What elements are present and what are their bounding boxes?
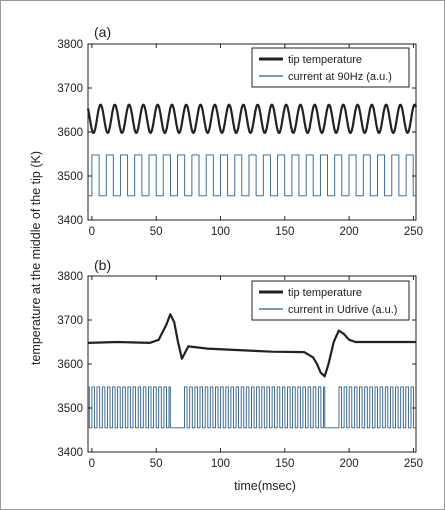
y-tick-label: 3700 [57,315,83,327]
x-tick-label: 0 [89,226,95,238]
x-tick-label: 200 [340,458,359,470]
panel-a-legend-label-temperature: tip temperature [288,54,362,66]
y-tick-label: 3500 [57,403,83,415]
panel-b-legend-label-current: current in Udrive (a.u.) [288,304,397,316]
shared-y-axis-label: temperature at the middle of the tip (K) [29,151,43,365]
panel-a-label: (a) [94,24,111,40]
y-tick-label: 3600 [57,127,83,139]
panel-a-marks [86,103,418,197]
y-tick-label: 3500 [57,171,83,183]
panel-b-legend-label-temperature: tip temperature [288,287,362,299]
panel-b-label: (b) [94,257,111,273]
panel-b-marks [87,313,416,429]
x-tick-label: 150 [275,226,294,238]
panel-b-legend: tip temperature current in Udrive (a.u.) [251,280,410,321]
panel-a-legend-box [251,47,410,88]
panel-b: (b) 0 50 100 150 200 25034003500360037003800 … [57,257,423,470]
panel-a-legend-label-current: current at 90Hz (a.u.) [288,71,392,83]
x-tick-label: 150 [275,458,294,470]
series-line-temperature [87,313,416,378]
x-tick-label: 0 [89,458,95,470]
y-tick-label: 3600 [57,359,83,371]
y-tick-label: 3400 [57,447,83,459]
x-tick-label: 100 [211,226,230,238]
panel-b-ticks: 0 50 100 150 200 250 3400 3500 3600 3700 3800 [57,271,423,470]
x-tick-label: 50 [150,226,163,238]
x-tick-label: 250 [404,226,423,238]
x-tick-label: 200 [340,226,359,238]
y-tick-label: 3800 [57,39,83,51]
panel-b-legend-box [251,280,410,321]
series-line-current [88,154,416,197]
y-tick-label: 3700 [57,83,83,95]
x-tick-label: 100 [211,458,230,470]
series-line-current [88,386,416,429]
panel-a-legend: tip temperature current at 90Hz (a.u.) [251,47,410,88]
series-line-temperature [86,103,418,134]
panel-a-ticks: 0 50 100 150 200 250 3400 3500 3600 3700 3800 [57,39,423,238]
x-tick-label: 50 [150,458,163,470]
y-tick-label: 3400 [57,215,83,227]
panel-a: (a) 0 50 100 150 200 25034003500360037003800 … [57,24,423,238]
x-axis-label: time(msec) [234,479,296,493]
y-tick-label: 3800 [57,271,83,283]
x-tick-label: 250 [404,458,423,470]
